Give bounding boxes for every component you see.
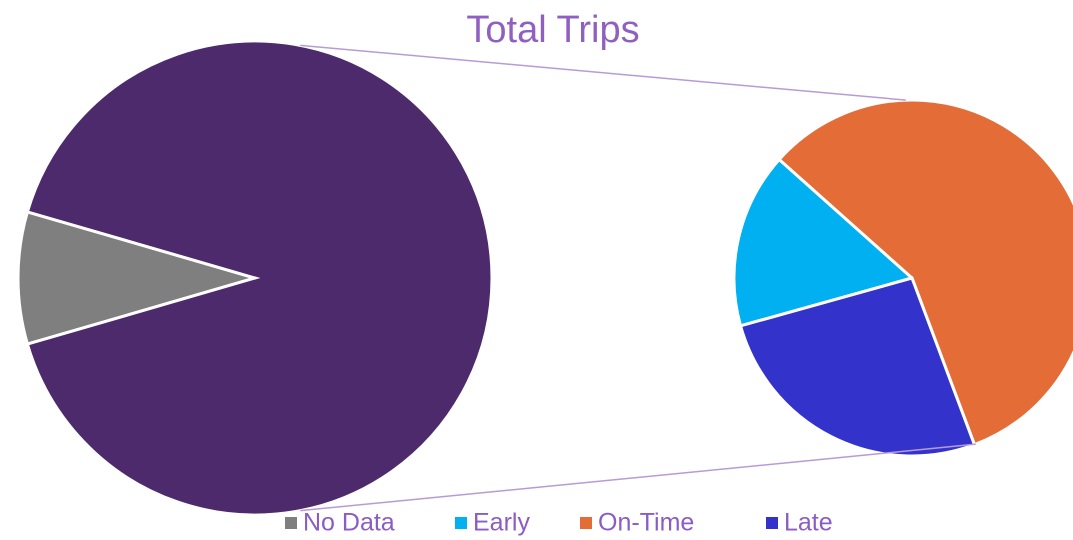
legend-swatch	[766, 517, 778, 529]
legend-swatch	[580, 517, 592, 529]
legend-label: Early	[473, 509, 530, 537]
pie-slice	[732, 157, 916, 328]
pie-slice	[16, 210, 261, 346]
pie-slice	[738, 276, 977, 458]
legend-swatch	[455, 517, 467, 529]
legend-label: Late	[784, 509, 833, 537]
legend-swatch	[285, 517, 297, 529]
legend-label: No Data	[303, 509, 395, 537]
chart-title: Total Trips	[466, 9, 639, 51]
pie-slice-other	[25, 39, 494, 517]
legend-label: On-Time	[598, 509, 694, 537]
connector-line	[300, 443, 976, 512]
connector-line	[300, 44, 906, 101]
pie-slice	[777, 98, 1073, 447]
